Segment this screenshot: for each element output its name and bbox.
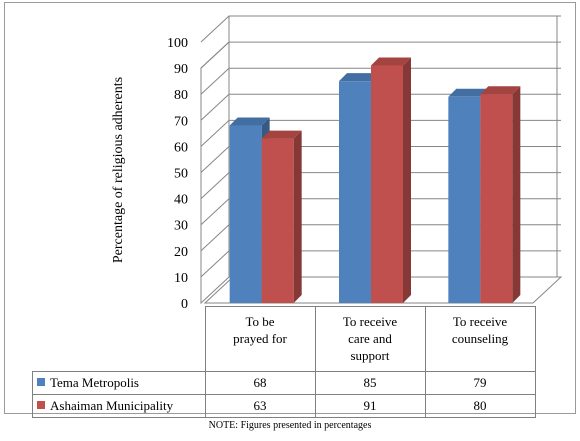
bar-top [480,86,521,95]
y-tick-label: 20 [174,245,188,260]
y-tick-label: 100 [167,36,188,51]
y-tick-label: 90 [174,62,188,77]
table-value: 63 [204,394,316,418]
table-value: 91 [314,394,426,418]
y-tick-label: 70 [174,114,188,129]
gridline-side [200,93,230,121]
chart-note: NOTE: Figures presented in percentages [208,420,372,431]
data-table: To be prayed for To receive care and sup… [32,306,536,418]
gridline-side [200,224,230,252]
bar [339,81,371,304]
bar-side [512,86,521,303]
gridline-side [200,67,230,95]
bar [448,96,481,303]
gridline-side [200,41,230,69]
category-label: To be prayed for [204,306,316,372]
y-tick-label: 30 [174,219,188,234]
category-label: To receive care and support [314,306,426,372]
gridline-side [200,198,230,226]
bar-top [448,88,489,97]
y-tick-label: 80 [174,88,188,103]
legend-entry: Tema Metropolis [32,371,206,395]
bar-side [293,130,302,303]
category-line: To receive [342,314,398,329]
bar-top [371,57,411,66]
legend-swatch-ashaiman [37,401,45,409]
bar-top [339,73,379,82]
bar-side [403,57,411,303]
category-row: To be prayed for To receive care and sup… [32,306,536,372]
gridline-side [200,146,230,173]
bar [480,94,513,303]
y-tick-label: 50 [174,167,188,182]
category-line: counseling [451,331,509,346]
y-tick-label: 10 [174,271,188,286]
category-line: prayed for [233,331,287,346]
category-label: To receive counseling [424,306,536,372]
bar [229,125,262,304]
gridline-side [200,120,230,147]
category-line: To receive [452,314,508,329]
gridline-side [200,15,230,43]
table-value: 79 [424,371,536,395]
category-line: To be [245,314,275,329]
series-row-tema: Tema Metropolis 68 85 79 [32,371,536,395]
y-tick-label: 60 [174,140,188,155]
y-axis-label: Percentage of religious adherents [111,76,126,264]
y-tick-label: 40 [174,193,188,208]
bar [371,65,403,304]
legend-swatch-tema [37,378,45,386]
table-value: 85 [314,371,426,395]
legend-label: Tema Metropolis [50,375,139,390]
table-value: 68 [204,371,316,395]
blank-corner [32,306,206,372]
bar-top [229,117,270,126]
table-value: 80 [424,394,536,418]
category-line: support [350,348,390,363]
bar-top [261,130,302,139]
y-tick-label: 0 [181,297,188,312]
gridline-side [200,250,230,278]
series-row-ashaiman: Ashaiman Municipality 63 91 80 [32,394,536,418]
bar [261,138,294,303]
legend-label: Ashaiman Municipality [50,398,174,413]
legend-entry: Ashaiman Municipality [32,394,206,418]
gridline-side [200,172,230,199]
category-line: care and [348,331,392,346]
